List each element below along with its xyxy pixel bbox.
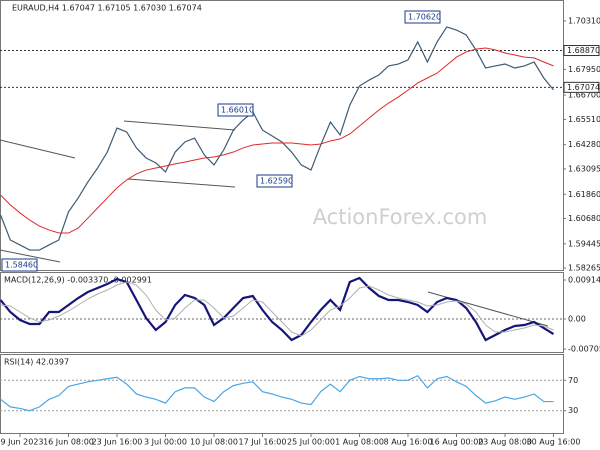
level-box	[563, 45, 600, 57]
trend-line	[0, 139, 76, 159]
annotation-box	[217, 103, 254, 117]
series-line	[0, 47, 554, 234]
y-tick-label: 70	[568, 376, 578, 385]
x-tick-label: 25 Jul 00:00	[287, 438, 335, 447]
trend-line	[127, 178, 236, 188]
x-tick-label: 1 Aug 08:00	[335, 438, 384, 447]
y-tick-label: 1.64280	[568, 140, 600, 149]
series-line	[0, 26, 554, 251]
y-tick-label: 1.60680	[568, 214, 600, 223]
x-tick-label: 23 Jun 16:00	[92, 438, 143, 447]
x-tick-label: 23 Aug 08:00	[478, 438, 532, 447]
x-tick-label: 30 Aug 16:00	[527, 438, 581, 447]
x-tick-label: 3 Jul 00:00	[144, 438, 187, 447]
x-tick-label: 17 Jul 16:00	[239, 438, 287, 447]
y-tick-label: 1.59445	[568, 239, 600, 248]
series-line	[0, 281, 554, 337]
x-tick-label: 9 Jun 2023	[0, 438, 43, 447]
x-tick-label: 16 Jun 08:00	[43, 438, 94, 447]
series-line	[0, 276, 555, 342]
level-label: 1.68870	[567, 46, 600, 55]
y-tick-label: -0.007059	[568, 345, 600, 354]
annotation-box	[256, 174, 293, 188]
panel-title: MACD(12,26,9) -0.003370 -0.002991	[4, 276, 152, 285]
annotation: 1.66010	[221, 106, 254, 115]
annotation: 1.58460	[5, 261, 38, 270]
main-panel	[0, 0, 564, 271]
y-tick-label: 1.70310	[568, 16, 600, 25]
y-tick-label: 1.66700	[568, 91, 600, 100]
chart-title: EURAUD,H4 1.67047 1.67105 1.67030 1.6707…	[12, 4, 202, 13]
y-tick-label: 1.63095	[568, 164, 600, 173]
level-box	[563, 81, 600, 93]
y-tick-label: 30	[568, 406, 578, 415]
level-label: 1.67074	[567, 83, 600, 92]
watermark: ActionForex.com	[313, 205, 488, 229]
trend-line	[123, 120, 236, 131]
y-tick-label: 1.61860	[568, 190, 600, 199]
x-tick-label: 16 Aug 00:00	[430, 438, 484, 447]
y-tick-label: 0.009141	[568, 276, 600, 285]
macd-panel	[0, 272, 564, 353]
trend-line	[0, 249, 61, 263]
panel-title: RSI(14) 42.0397	[4, 358, 69, 367]
y-tick-label: 1.65510	[568, 115, 600, 124]
series-line	[0, 374, 554, 412]
annotation-box	[404, 10, 441, 24]
annotation-box	[1, 258, 38, 272]
annotation: 1.70620	[408, 13, 441, 22]
trend-line	[427, 291, 549, 327]
rsi-panel	[0, 354, 564, 434]
y-tick-label: 1.58265	[568, 263, 600, 272]
x-tick-label: 8 Aug 16:00	[384, 438, 433, 447]
x-tick-label: 10 Jul 08:00	[190, 438, 238, 447]
y-tick-label: 0.00	[568, 315, 586, 324]
y-tick-label: 1.67950	[568, 65, 600, 74]
annotation: 1.62590	[260, 177, 293, 186]
